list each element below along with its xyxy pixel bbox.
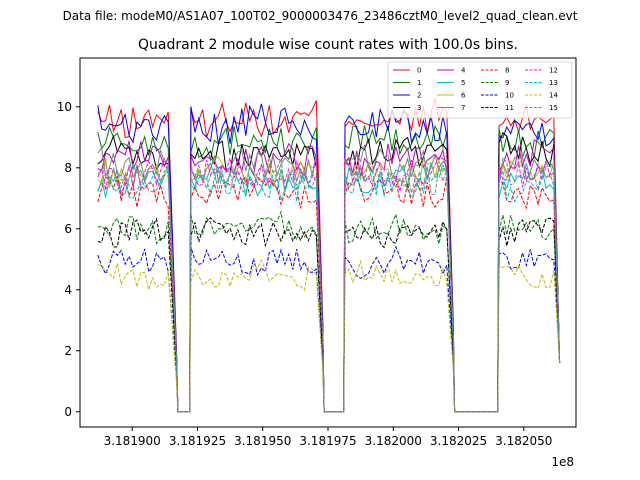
x-tick-label: 3.181950 — [234, 434, 291, 448]
series-layer — [97, 98, 561, 413]
legend-label-7: 7 — [461, 104, 465, 112]
legend-box — [387, 61, 573, 119]
series-line-12 — [97, 155, 561, 413]
figure-suptitle: Data file: modeM0/AS1A07_100T02_90000034… — [63, 9, 578, 23]
chart-title: Quadrant 2 module wise count rates with … — [138, 37, 518, 53]
series-line-9 — [97, 210, 561, 413]
series-line-8 — [97, 175, 561, 413]
series-line-2 — [97, 103, 561, 413]
legend-label-15: 15 — [549, 104, 558, 112]
legend-label-6: 6 — [461, 92, 466, 100]
y-tick-label: 0 — [64, 405, 72, 419]
series-line-3 — [97, 132, 561, 413]
y-tick-label: 4 — [64, 283, 72, 297]
legend-label-0: 0 — [417, 67, 421, 75]
series-line-14 — [97, 259, 561, 413]
series-line-6 — [97, 156, 561, 413]
legend-label-2: 2 — [417, 92, 421, 100]
y-tick-label: 10 — [57, 100, 72, 114]
x-tick-label: 3.182000 — [365, 434, 422, 448]
legend-label-11: 11 — [505, 104, 514, 112]
y-tick-label: 8 — [64, 161, 72, 175]
legend-label-1: 1 — [417, 79, 421, 87]
x-tick-label: 3.182025 — [430, 434, 487, 448]
legend-label-13: 13 — [549, 79, 558, 87]
series-line-10 — [97, 245, 561, 413]
series-line-7 — [97, 144, 561, 413]
series-line-13 — [97, 163, 561, 413]
y-tick-label: 2 — [64, 344, 72, 358]
x-tick-label: 3.181925 — [169, 434, 226, 448]
x-tick-label: 3.181900 — [104, 434, 161, 448]
series-line-5 — [97, 162, 561, 413]
legend-label-9: 9 — [505, 79, 509, 87]
legend-label-3: 3 — [417, 104, 421, 112]
x-offset-label: 1e8 — [551, 455, 574, 469]
axes-layer: 3.181900 3.181925 3.181950 3.181975 3.182000… — [57, 57, 577, 448]
legend-label-12: 12 — [549, 67, 558, 75]
legend-label-5: 5 — [461, 79, 465, 87]
series-line-11 — [97, 217, 561, 413]
legend-label-10: 10 — [505, 92, 514, 100]
legend-label-8: 8 — [505, 67, 509, 75]
x-tick-label: 3.181975 — [299, 434, 356, 448]
y-tick-label: 6 — [64, 222, 72, 236]
series-line-15 — [97, 156, 561, 413]
legend-label-4: 4 — [461, 67, 466, 75]
x-tick-label: 3.182050 — [495, 434, 552, 448]
legend-label-14: 14 — [549, 92, 558, 100]
